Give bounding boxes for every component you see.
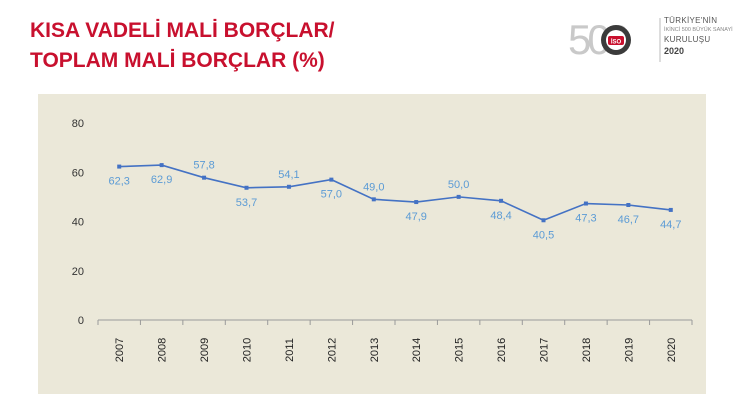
y-tick-label: 20 (72, 266, 84, 278)
x-tick-label: 2007 (114, 338, 126, 362)
data-point (583, 201, 588, 206)
data-label: 46,7 (618, 214, 639, 226)
data-point (159, 163, 164, 168)
data-point (244, 185, 249, 190)
data-label: 54,1 (278, 169, 299, 181)
data-label: 50,0 (448, 179, 469, 191)
x-tick-label: 2013 (369, 338, 381, 362)
x-tick-label: 2015 (454, 338, 466, 362)
series-line (119, 164, 671, 222)
line-chart: 0 20 40 60 80 2007 2008 2009 2010 2011 2012 2013 201… (38, 94, 706, 394)
data-point (202, 175, 207, 180)
x-tick-label: 2019 (623, 338, 635, 362)
data-point (414, 200, 419, 205)
x-tick-label: 2014 (411, 338, 423, 362)
y-tick-label: 40 (72, 217, 84, 229)
data-label: 40,5 (533, 229, 554, 241)
data-point (456, 194, 461, 199)
x-tick-label: 2009 (199, 338, 211, 362)
data-point (286, 184, 291, 189)
iso500-logo: 500 İSO (568, 16, 661, 63)
data-label: 44,7 (660, 219, 681, 231)
x-tick-label: 2012 (326, 338, 338, 362)
data-point (541, 218, 546, 223)
page-title-line1: KISA VADELİ MALİ BORÇLAR/ (30, 19, 335, 42)
y-tick-label: 60 (72, 167, 84, 179)
logo-emblem-text: İSO (611, 39, 622, 46)
x-tick-label: 2011 (284, 338, 296, 362)
data-label: 62,9 (151, 174, 172, 186)
logo-text: TÜRKİYE'NİN İKİNCİ 500 BÜYÜK SANAYİ KURU… (664, 15, 733, 57)
x-tick-label: 2020 (666, 338, 678, 362)
plot-background (38, 94, 706, 394)
data-label: 53,7 (236, 197, 257, 209)
data-point (371, 197, 376, 202)
data-label: 57,0 (321, 189, 342, 201)
logo-line3: KURULUŞU (664, 35, 711, 44)
data-point (626, 203, 631, 208)
data-label: 57,8 (193, 160, 214, 172)
x-tick-label: 2016 (496, 338, 508, 362)
data-label: 62,3 (109, 176, 130, 188)
data-point (117, 164, 122, 169)
logo-line2: İKİNCİ 500 BÜYÜK SANAYİ (664, 27, 733, 33)
x-tick-label: 2008 (157, 338, 169, 362)
y-tick-label: 0 (78, 315, 84, 327)
page-title-line2: TOPLAM MALİ BORÇLAR (%) (30, 49, 325, 72)
data-label: 49,0 (363, 181, 384, 193)
data-point (668, 207, 673, 212)
data-label: 47,3 (575, 213, 596, 225)
data-point (499, 198, 504, 203)
data-label: 48,4 (490, 210, 511, 222)
page-title: KISA VADELİ MALİ BORÇLAR/ TOPLAM MALİ BO… (30, 16, 335, 76)
data-point (329, 177, 334, 182)
x-tick-label: 2010 (242, 338, 254, 362)
x-tick-label: 2017 (539, 338, 551, 362)
chart-area: 0 20 40 60 80 2007 2008 2009 2010 2011 2012 2013 201… (38, 94, 706, 394)
x-tick-label: 2018 (581, 338, 593, 362)
logo-line1: TÜRKİYE'NİN (664, 16, 718, 25)
logo-year: 2020 (664, 46, 685, 56)
y-tick-label: 80 (72, 118, 84, 130)
data-label: 47,9 (406, 211, 427, 223)
